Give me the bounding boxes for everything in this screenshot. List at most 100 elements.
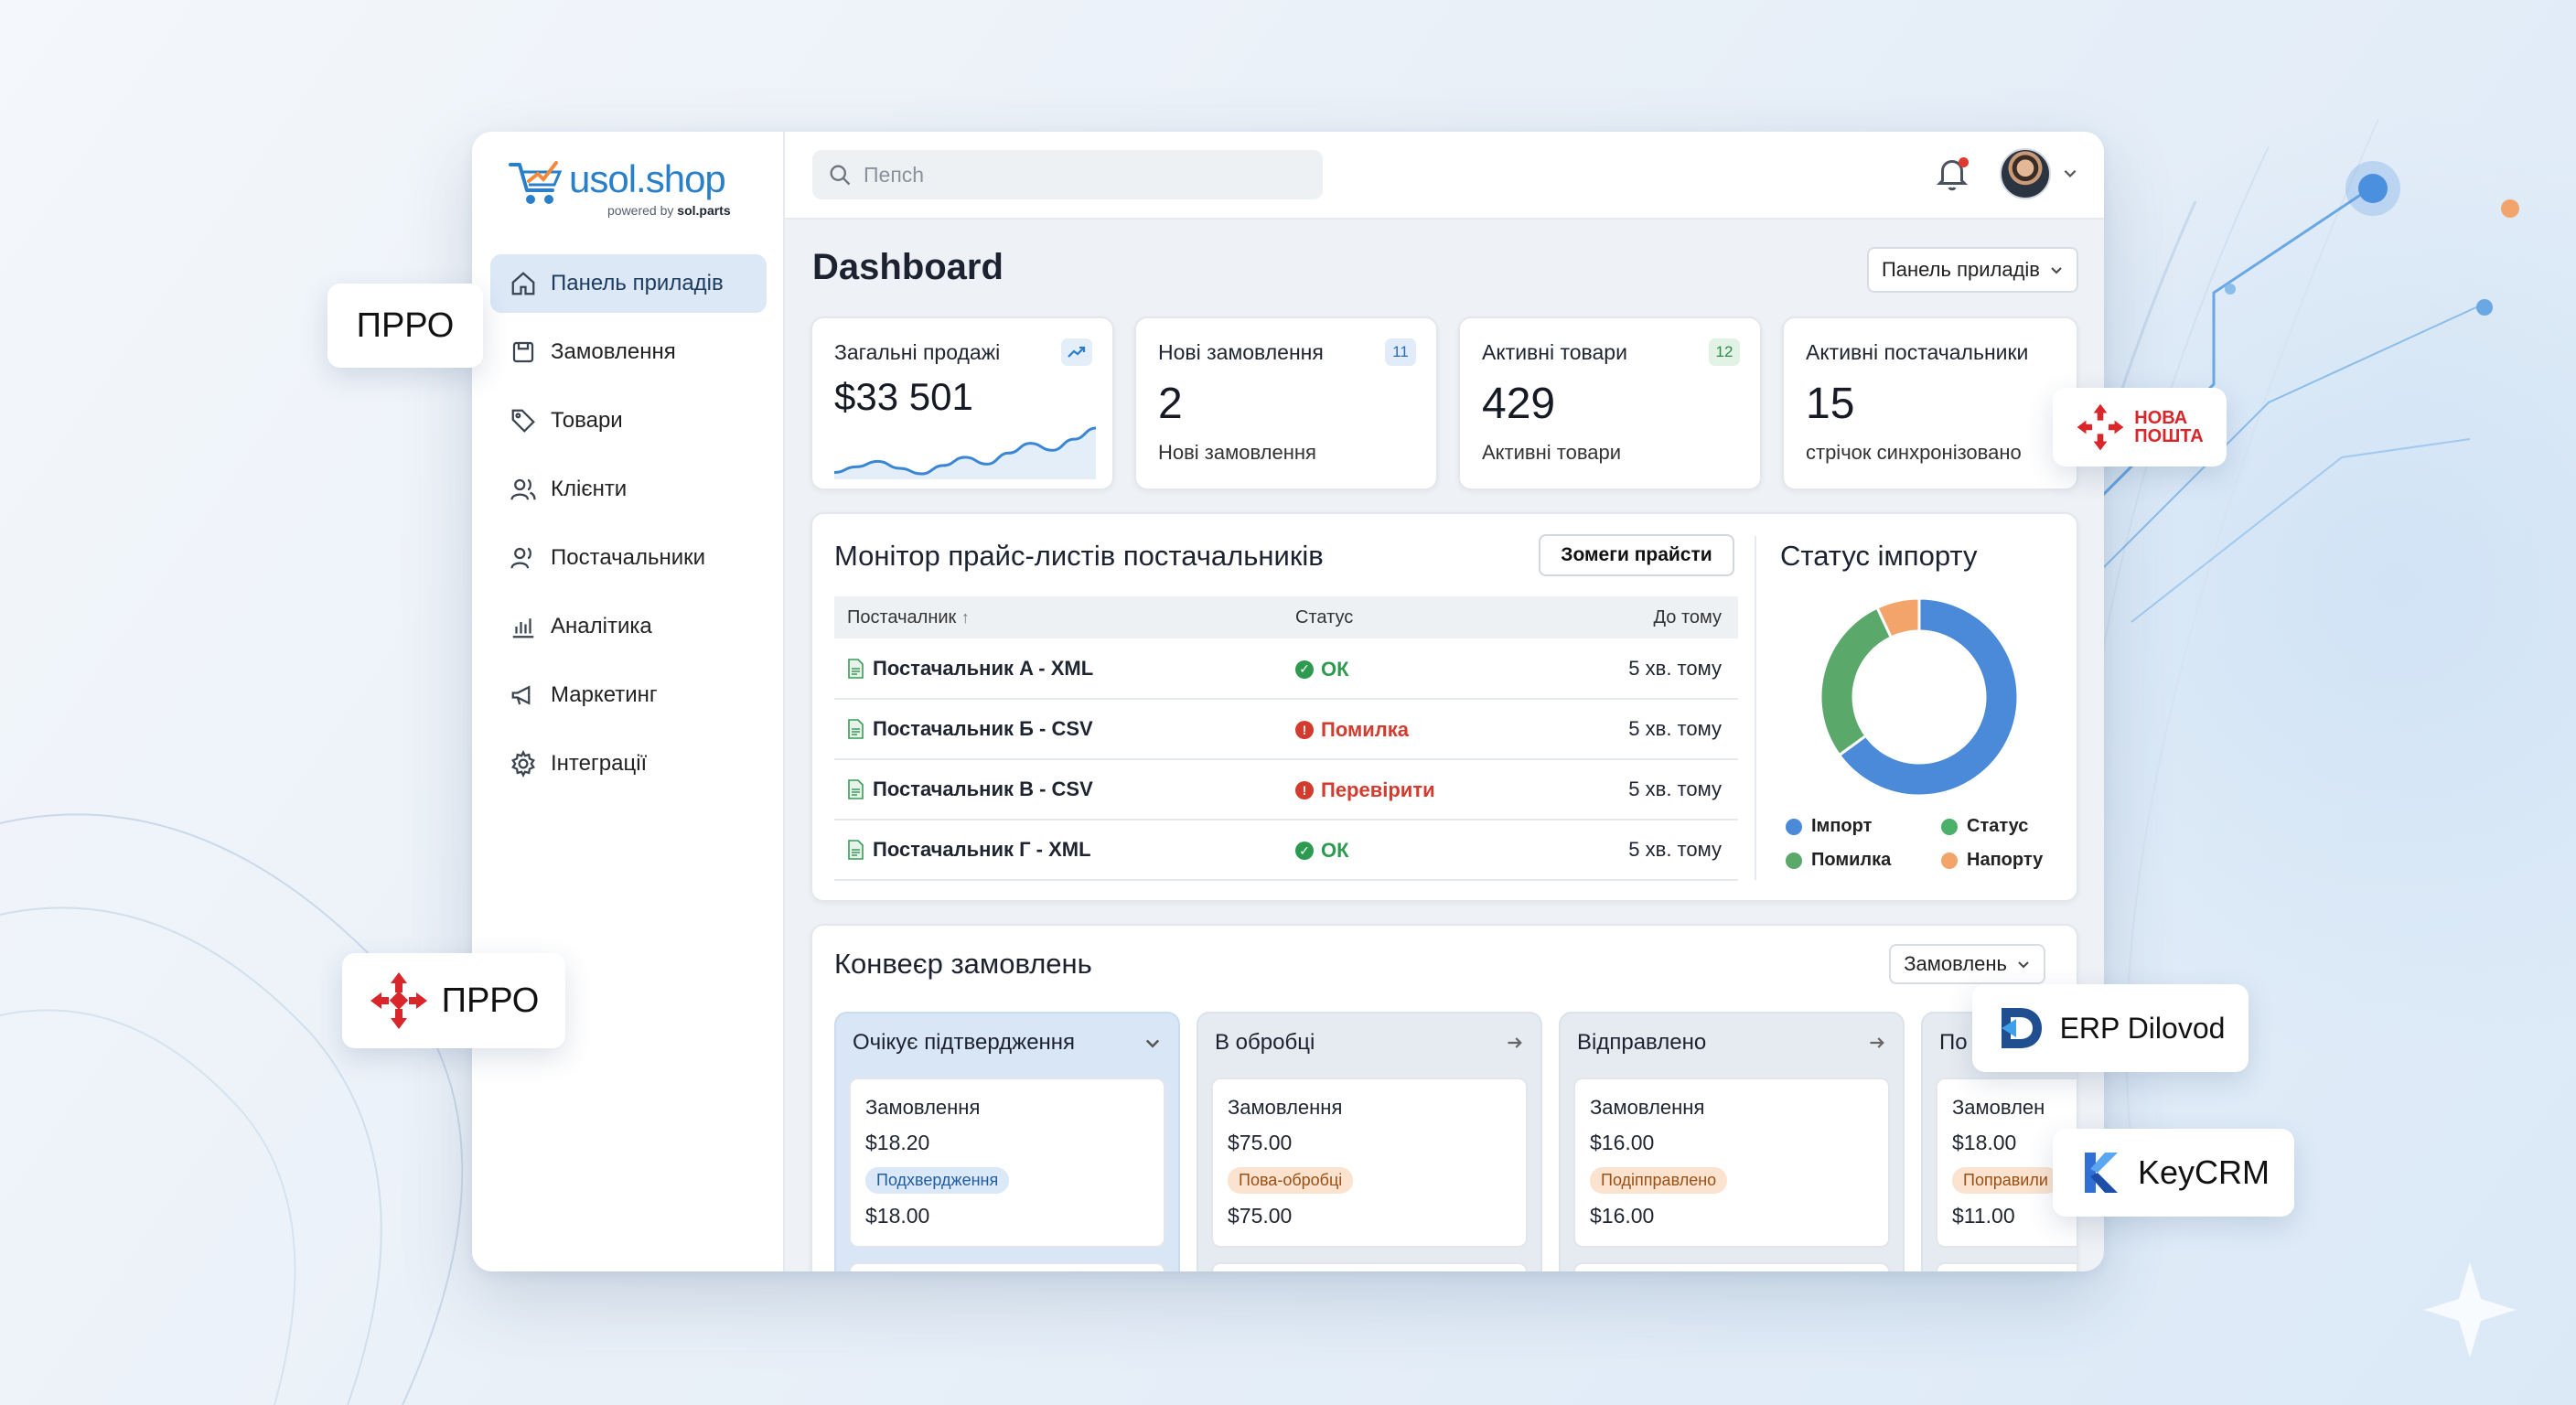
table-row[interactable]: Постачальник B - CSV! Перевірити 5 хв. том… [834, 759, 1738, 820]
count-badge: 12 [1709, 338, 1740, 366]
column-header-ago[interactable]: До тому [1520, 596, 1738, 638]
stat-card-active-suppliers: Активні постачальники 15 стрічок синхрон… [1782, 316, 2078, 490]
sidebar: usol.shop powered by sol.parts Панель пр… [472, 132, 785, 1271]
order-card[interactable] [849, 1262, 1165, 1271]
supplier-cell: Постачальник Б - CSV [834, 699, 1283, 760]
chevron-down-icon[interactable] [2062, 165, 2078, 181]
bell-icon [1936, 159, 1969, 191]
check-circle-icon: ✓ [1295, 842, 1314, 861]
search-box[interactable] [812, 150, 1323, 199]
erp-dilovod-badge[interactable]: ERP Dilovod [1972, 984, 2249, 1072]
stat-value: 15 [1806, 380, 1855, 428]
order-card[interactable] [1573, 1262, 1890, 1271]
check-circle-icon: ✓ [1295, 660, 1314, 679]
stat-subtitle: стрічок синхронізовано [1806, 441, 2022, 464]
order-title: Замовлення [1590, 1096, 1705, 1119]
sidebar-item-label: Постачальники [551, 545, 706, 570]
sidebar-item-integrations[interactable]: Інтеграції [490, 735, 767, 793]
order-price: $16.00 [1590, 1131, 1655, 1154]
sidebar-item-label: Інтеграції [551, 751, 648, 776]
supplier-cell: Постачальник A - XML [834, 638, 1283, 700]
pipeline-column: Відправлено Замовлення $16.00 Подіпправлено… [1559, 1012, 1905, 1271]
avatar[interactable] [2000, 148, 2051, 199]
table-row[interactable]: Постачальник Б - CSV! Помилка 5 хв. тому [834, 699, 1738, 760]
order-status-badge: Подіпправлено [1590, 1167, 1728, 1194]
sidebar-item-orders[interactable]: Замовлення [490, 323, 767, 381]
time-ago-cell: 5 хв. тому [1520, 699, 1738, 760]
order-price: $18.20 [865, 1131, 930, 1154]
order-card[interactable]: Замовлення $18.20 Подхвердження $18.00 [849, 1078, 1165, 1248]
sidebar-item-marketing[interactable]: Маркетинг [490, 666, 767, 724]
keycrm-badge[interactable]: KeyCRM [2053, 1129, 2294, 1217]
column-header-status[interactable]: Статус [1283, 596, 1520, 638]
table-header-row: Постачалник ↑ Статус До тому [834, 596, 1738, 638]
sales-sparkline [833, 426, 1097, 479]
search-icon [830, 165, 851, 186]
order-card[interactable]: Замовлен $18.00 Поправили $11.00 [1936, 1078, 2077, 1248]
pipeline-select[interactable]: Замовлень [1889, 944, 2045, 984]
brand-logo[interactable]: usol.shop powered by sol.parts [509, 152, 756, 225]
file-icon [848, 658, 864, 679]
arrow-right-icon[interactable] [1868, 1034, 1886, 1052]
pipeline-column: Очікує підтвердження Замовлення $18.20 Подх… [834, 1012, 1180, 1271]
order-status-badge: Поправили [1952, 1167, 2059, 1194]
megaphone-icon [509, 681, 538, 710]
prro-label: ПРРО [356, 306, 455, 345]
arrow-right-icon[interactable] [1506, 1034, 1524, 1052]
stat-subtitle: Активні товари [1482, 441, 1622, 464]
sidebar-item-products[interactable]: Товари [490, 391, 767, 450]
sparkline-area [834, 428, 1096, 479]
order-status-badge: Пова-обробці [1228, 1167, 1354, 1194]
sidebar-item-analytics[interactable]: Аналітика [490, 597, 767, 656]
alert-circle-icon: ! [1295, 721, 1314, 739]
prro-badge-top[interactable]: ПРРО [327, 284, 483, 368]
price-monitor-panel: Монітор прайс-листів постачальників Зоме… [810, 512, 2078, 902]
order-card[interactable]: Замовлення $16.00 Подіпправлено $16.00 [1573, 1078, 1890, 1248]
update-prices-button[interactable]: Зомеги прайсти [1539, 534, 1734, 576]
trend-up-icon [1061, 338, 1092, 366]
notifications-button[interactable] [1936, 156, 1972, 196]
sidebar-item-clients[interactable]: Клієнти [490, 460, 767, 519]
page-title: Dashboard [812, 247, 1004, 287]
supplier-cell: Постачальник Г - XML [834, 820, 1283, 881]
order-card[interactable]: Замовлення $75.00 Пова-обробці $75.00 [1211, 1078, 1528, 1248]
status-text: Перевірити [1321, 778, 1435, 801]
donut-slice-import [1837, 596, 2020, 798]
search-input[interactable] [864, 162, 1303, 188]
order-total: $75.00 [1228, 1204, 1293, 1228]
suppliers-icon [509, 543, 538, 573]
table-row[interactable]: Постачальник Г - XML ✓ ОК 5 хв. тому [834, 820, 1738, 881]
prro-label: ПРРО [441, 981, 540, 1020]
order-total: $18.00 [865, 1204, 930, 1228]
sidebar-item-label: Панель приладів [551, 271, 724, 295]
sidebar-item-suppliers[interactable]: Постачальники [490, 529, 767, 587]
orders-icon [509, 338, 538, 367]
column-header-supplier[interactable]: Постачалник ↑ [834, 596, 1283, 638]
view-select[interactable]: Панель приладів [1866, 247, 2078, 293]
view-select-label: Панель приладів [1881, 258, 2040, 281]
chevron-down-icon[interactable] [1143, 1034, 1162, 1052]
stat-title: Загальні продажі [834, 340, 1001, 364]
sort-arrow-icon: ↑ [961, 607, 970, 627]
table-row[interactable]: Постачальник A - XML ✓ ОК 5 хв. тому [834, 638, 1738, 700]
nova-poshta-logo-icon [2077, 403, 2124, 451]
pipeline-column: В обробці Замовлення $75.00 Пова-обробці $75… [1197, 1012, 1542, 1271]
order-card[interactable] [1211, 1262, 1528, 1271]
order-price: $75.00 [1228, 1131, 1293, 1154]
sparkline-line [833, 426, 1097, 476]
legend-item-pending: Напорту [1941, 850, 2060, 871]
chevron-down-icon [2051, 267, 2062, 274]
nova-poshta-badge[interactable]: НОВА ПОШТА [2053, 388, 2227, 467]
order-title: Замовлення [865, 1096, 981, 1119]
time-ago-cell: 5 хв. тому [1520, 759, 1738, 820]
supplier-table: Постачалник ↑ Статус До тому Постачальни… [834, 596, 1738, 881]
sidebar-item-label: Замовлення [551, 339, 676, 364]
file-icon [848, 779, 864, 799]
stat-value: 2 [1158, 380, 1183, 428]
time-ago-cell: 5 хв. тому [1520, 820, 1738, 881]
sidebar-item-dashboard[interactable]: Панель приладів [490, 254, 767, 313]
order-card[interactable] [1936, 1262, 2077, 1271]
prro-badge-bottom[interactable]: ПРРО [342, 953, 565, 1048]
order-title: Замовлення [1228, 1096, 1343, 1119]
sidebar-item-label: Клієнти [551, 477, 628, 501]
